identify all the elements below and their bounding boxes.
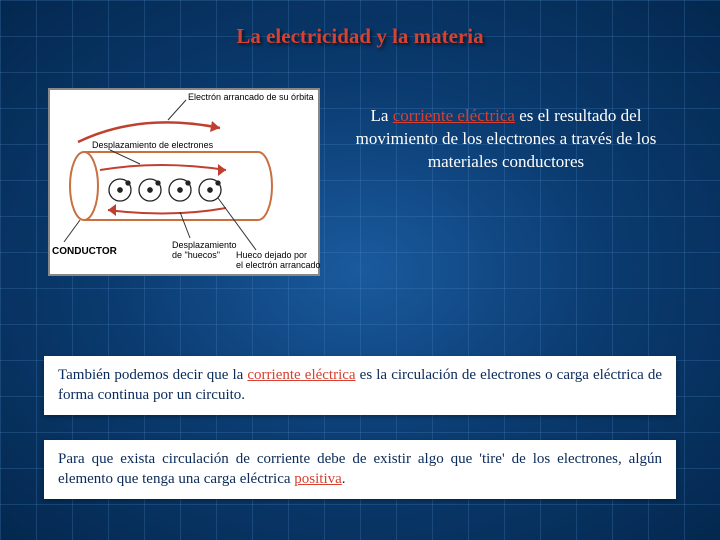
diagram-label-left: Desplazamiento de electrones bbox=[92, 140, 214, 150]
box2-pre: Para que exista circulación de corriente… bbox=[58, 451, 662, 487]
diagram-label-bottom-2: de "huecos" bbox=[172, 250, 220, 260]
diagram-label-hueco-1: Hueco dejado por bbox=[236, 250, 307, 260]
box2-term: positiva bbox=[294, 471, 342, 487]
description-right: La corriente eléctrica es el resultado d… bbox=[340, 105, 672, 174]
diagram-label-conductor: CONDUCTOR bbox=[52, 246, 118, 257]
text-box-2: Para que exista circulación de corriente… bbox=[44, 440, 676, 499]
diagram-label-hueco-2: el electrón arrancado bbox=[236, 260, 321, 270]
text-box-1: También podemos decir que la corriente e… bbox=[44, 356, 676, 415]
slide-title: La electricidad y la materia bbox=[0, 24, 720, 49]
diagram-label-top: Electrón arrancado de su órbita bbox=[188, 92, 314, 102]
box1-pre: También podemos decir que la bbox=[58, 367, 247, 383]
desc-term: corriente eléctrica bbox=[393, 106, 515, 125]
desc-pre: La bbox=[371, 106, 393, 125]
box2-post: . bbox=[342, 471, 346, 487]
conductor-diagram: Electrón arrancado de su órbita Desplaza… bbox=[48, 88, 320, 276]
diagram-label-bottom-1: Desplazamiento bbox=[172, 240, 237, 250]
box1-term: corriente eléctrica bbox=[247, 367, 355, 383]
